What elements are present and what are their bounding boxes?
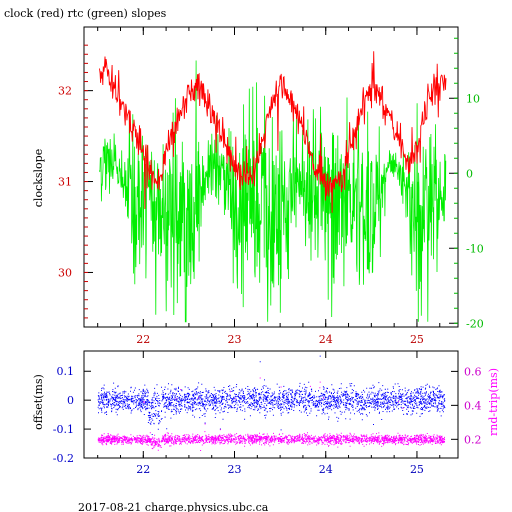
top-x-tick-label: 22 (136, 333, 150, 346)
top-y-tick-label: 30 (58, 266, 72, 279)
footer-label: 2017-08-21 charge.physics.ubc.ca (78, 501, 269, 512)
bottom-y-tick-label: -0.2 (53, 452, 74, 465)
top-x-tick-label: 25 (410, 333, 424, 346)
bottom-y-label: offset(ms) (32, 374, 45, 430)
top-y2-tick-label: -20 (466, 317, 484, 330)
clock-series-line (99, 51, 447, 213)
top-y-tick-label: 31 (58, 176, 72, 189)
offset-scatter-points (97, 355, 446, 435)
top-y2-tick-label: 10 (466, 92, 480, 105)
top-panel: clockslope 22 23 24 25 30 31 32 -20 -10 0 10 (32, 26, 484, 346)
bottom-y2-label: rnd-trip(ms) (487, 368, 500, 436)
bottom-y2-tick-label: 0.2 (464, 433, 482, 446)
top-frame (83, 26, 459, 328)
bottom-x-tick-label: 23 (228, 463, 242, 476)
bottom-y-tick-label: 0 (67, 394, 74, 407)
bottom-y2-tick-label: 0.4 (464, 399, 482, 412)
bottom-y-tick-label: -0.1 (53, 423, 74, 436)
chart-title: clock (red) rtc (green) slopes (4, 7, 167, 20)
rndtrip-scatter-points (97, 377, 446, 451)
top-x-tick-label: 23 (228, 333, 242, 346)
bottom-panel: offset(ms) rnd-trip(ms) 22 23 24 25 -0.2 -0.1… (32, 350, 500, 476)
top-y2-tick-label: 0 (466, 167, 473, 180)
bottom-y2-tick-label: 0.6 (464, 365, 482, 378)
top-y2-tick-label: -10 (466, 242, 484, 255)
bottom-frame (83, 350, 459, 459)
top-y-label: clockslope (32, 149, 45, 207)
bottom-x-tick-label: 25 (410, 463, 424, 476)
top-y-tick-label: 32 (58, 85, 72, 98)
bottom-y-tick-label: 0.1 (57, 365, 75, 378)
bottom-x-tick-label: 22 (136, 463, 150, 476)
top-x-tick-label: 24 (319, 333, 333, 346)
bottom-x-tick-label: 24 (319, 463, 333, 476)
